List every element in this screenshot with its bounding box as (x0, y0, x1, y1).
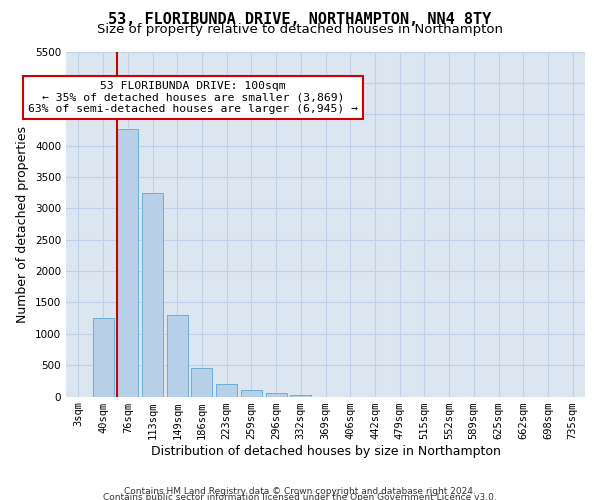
Text: 53 FLORIBUNDA DRIVE: 100sqm
← 35% of detached houses are smaller (3,869)
63% of : 53 FLORIBUNDA DRIVE: 100sqm ← 35% of det… (28, 81, 358, 114)
Bar (241, 390, 262, 396)
Bar (118, 128, 139, 396)
Y-axis label: Number of detached properties: Number of detached properties (16, 126, 29, 322)
X-axis label: Distribution of detached houses by size in Northampton: Distribution of detached houses by size … (151, 444, 500, 458)
Bar (191, 368, 212, 396)
Text: Contains HM Land Registry data © Crown copyright and database right 2024.: Contains HM Land Registry data © Crown c… (124, 487, 476, 496)
Text: Size of property relative to detached houses in Northampton: Size of property relative to detached ho… (97, 22, 503, 36)
Bar (216, 384, 237, 396)
Bar (142, 192, 163, 396)
Bar (266, 393, 287, 396)
Text: 53, FLORIBUNDA DRIVE, NORTHAMPTON, NN4 8TY: 53, FLORIBUNDA DRIVE, NORTHAMPTON, NN4 8… (109, 12, 491, 28)
Text: Contains public sector information licensed under the Open Government Licence v3: Contains public sector information licen… (103, 492, 497, 500)
Bar (92, 318, 113, 396)
Bar (167, 315, 188, 396)
Bar (290, 394, 311, 396)
